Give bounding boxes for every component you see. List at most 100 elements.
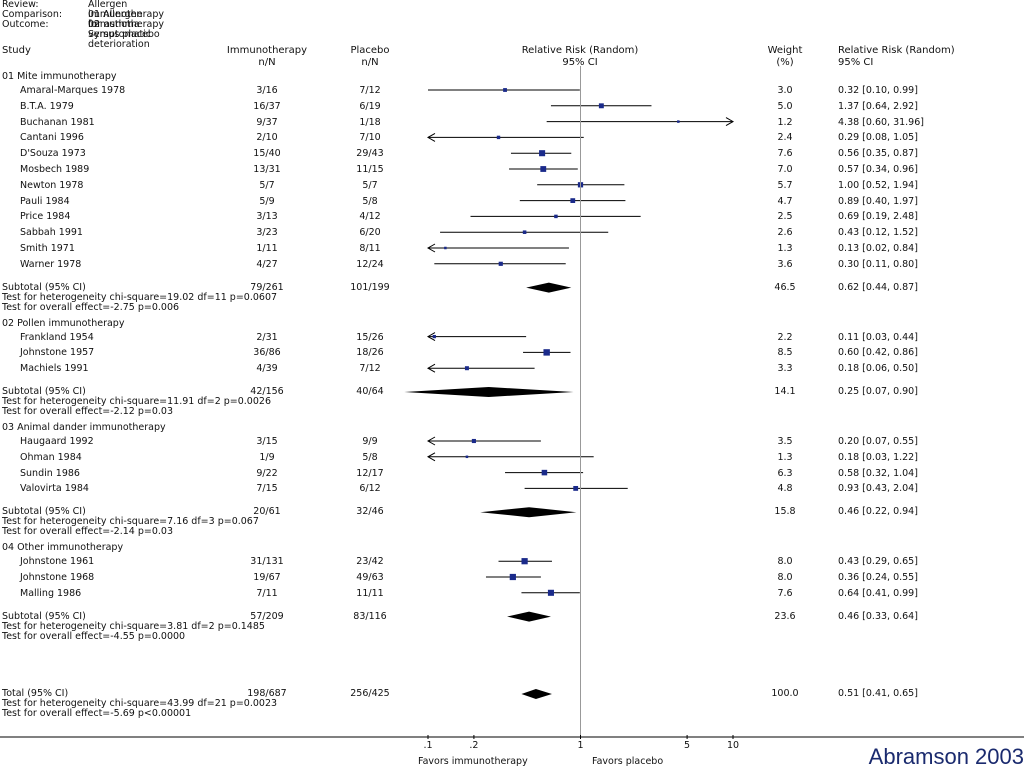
study-placebo-count: 11/11 xyxy=(356,587,384,599)
heterogeneity-test: Test for heterogeneity chi-square=19.02 … xyxy=(2,291,278,303)
study-placebo-count: 6/19 xyxy=(359,100,381,112)
study-point-box xyxy=(432,334,436,339)
ci-arrow-left xyxy=(426,363,436,373)
study-treatment-count: 1/11 xyxy=(256,243,278,254)
study-placebo-count: 29/43 xyxy=(356,148,384,160)
study-weight: 3.3 xyxy=(777,363,793,375)
favors-right-label: Favors placebo xyxy=(592,756,664,767)
study-placebo-count: 18/26 xyxy=(356,347,384,359)
overall-effect-test: Test for overall effect=-4.55 p=0.0000 xyxy=(2,630,186,642)
study-name: Haugaard 1992 xyxy=(20,436,94,447)
col-rr-plot-subheader: 95% CI xyxy=(562,57,598,68)
study-point-box xyxy=(496,135,501,140)
study-treatment-count: 4/39 xyxy=(256,363,278,375)
ci-arrow-right xyxy=(725,117,735,127)
study-name: Malling 1986 xyxy=(20,587,82,599)
study-placebo-count: 15/26 xyxy=(356,331,384,343)
study-name: Buchanan 1981 xyxy=(20,116,95,128)
axis-tick-label: 5 xyxy=(684,740,691,751)
subtotal-weight: 15.8 xyxy=(774,506,796,518)
study-placebo-count: 6/12 xyxy=(359,483,381,495)
study-weight: 2.2 xyxy=(777,331,793,343)
pooled-diamond xyxy=(521,689,552,699)
study-placebo-count: 1/18 xyxy=(359,116,381,128)
study-weight: 4.8 xyxy=(777,483,793,495)
study-placebo-count: 49/63 xyxy=(356,572,384,583)
credit-label: Abramson 2003 xyxy=(868,744,1024,769)
col-treatment-header: Immunotherapy xyxy=(226,45,308,56)
study-rr-ci: 0.30 [0.11, 0.80] xyxy=(838,258,918,270)
study-treatment-count: 9/22 xyxy=(256,467,278,479)
study-placebo-count: 5/8 xyxy=(362,451,378,463)
study-point-box xyxy=(444,246,447,250)
ci-arrow-left xyxy=(426,332,436,342)
total-treatment-count: 198/687 xyxy=(247,688,287,699)
study-treatment-count: 1/9 xyxy=(259,451,275,463)
study-point-box xyxy=(554,214,558,219)
overall-effect-test: Test for overall effect=-2.75 p=0.006 xyxy=(2,301,180,313)
study-rr-ci: 0.93 [0.43, 2.04] xyxy=(838,483,918,495)
study-name: Sabbah 1991 xyxy=(20,227,83,239)
study-weight: 8.0 xyxy=(777,556,793,568)
subtotal-treatment-count: 79/261 xyxy=(250,281,284,293)
col-weight-subheader: (%) xyxy=(776,57,794,68)
study-weight: 5.0 xyxy=(777,100,793,112)
subtotal-treatment-count: 57/209 xyxy=(250,610,284,622)
study-name: Sundin 1986 xyxy=(20,467,80,479)
study-name: Newton 1978 xyxy=(20,179,84,191)
study-placebo-count: 7/12 xyxy=(359,85,381,96)
study-rr-ci: 0.69 [0.19, 2.48] xyxy=(838,211,918,223)
study-treatment-count: 7/15 xyxy=(256,483,278,495)
study-weight: 7.0 xyxy=(777,164,793,175)
study-point-box xyxy=(540,166,547,172)
study-weight: 1.2 xyxy=(777,116,793,128)
pooled-diamond xyxy=(480,507,577,518)
study-rr-ci: 0.89 [0.40, 1.97] xyxy=(838,195,918,207)
study-point-box xyxy=(522,230,527,234)
subtotal-placebo-count: 40/64 xyxy=(356,386,384,397)
subtotal-label: Subtotal (95% CI) xyxy=(2,281,86,293)
study-point-box xyxy=(539,150,546,157)
total-weight: 100.0 xyxy=(771,688,799,699)
ci-arrow-left xyxy=(426,436,436,446)
study-treatment-count: 36/86 xyxy=(253,347,281,359)
study-rr-ci: 0.29 [0.08, 1.05] xyxy=(838,132,918,144)
study-placebo-count: 6/20 xyxy=(359,227,381,239)
study-weight: 1.3 xyxy=(777,243,793,254)
col-rr-text-subheader: 95% CI xyxy=(838,57,874,68)
study-name: Amaral-Marques 1978 xyxy=(20,85,126,96)
outcome-label: Outcome: xyxy=(2,19,49,30)
study-weight: 2.5 xyxy=(777,211,793,223)
study-name: Cantani 1996 xyxy=(20,132,84,144)
study-point-box xyxy=(498,261,503,266)
heterogeneity-test: Test for heterogeneity chi-square=7.16 d… xyxy=(2,516,259,528)
subtotal-label: Subtotal (95% CI) xyxy=(2,610,86,622)
study-rr-ci: 1.00 [0.52, 1.94] xyxy=(838,179,918,191)
outcome-value: 02 Symptomatic deterioration xyxy=(88,19,152,50)
overall-effect-test: Test for overall effect=-2.14 p=0.03 xyxy=(2,526,173,538)
col-placebo-header: Placebo xyxy=(350,45,390,56)
study-name: Machiels 1991 xyxy=(20,363,89,375)
study-placebo-count: 23/42 xyxy=(356,556,384,568)
study-placebo-count: 12/24 xyxy=(356,258,384,270)
subtotal-rr-ci: 0.46 [0.22, 0.94] xyxy=(838,506,918,518)
subtotal-treatment-count: 42/156 xyxy=(250,386,284,397)
study-weight: 6.3 xyxy=(777,467,793,479)
comparison-label: Comparison: xyxy=(2,9,63,20)
study-weight: 5.7 xyxy=(777,179,793,191)
comparison-value: 01 Allergen immunotherapy versus placebo xyxy=(88,9,164,40)
study-placebo-count: 9/9 xyxy=(362,436,378,447)
study-rr-ci: 0.56 [0.35, 0.87] xyxy=(838,148,918,160)
study-point-box xyxy=(547,589,554,596)
study-rr-ci: 0.58 [0.32, 1.04] xyxy=(838,467,918,479)
subtotal-placebo-count: 32/46 xyxy=(356,506,384,518)
study-point-box xyxy=(521,558,528,565)
study-weight: 3.6 xyxy=(777,258,793,270)
total-placebo-count: 256/425 xyxy=(350,688,390,699)
axis-tick-label: .1 xyxy=(423,740,433,751)
study-point-box xyxy=(464,366,469,371)
study-placebo-count: 12/17 xyxy=(356,467,384,479)
study-name: Pauli 1984 xyxy=(20,195,70,207)
study-weight: 7.6 xyxy=(777,148,793,160)
